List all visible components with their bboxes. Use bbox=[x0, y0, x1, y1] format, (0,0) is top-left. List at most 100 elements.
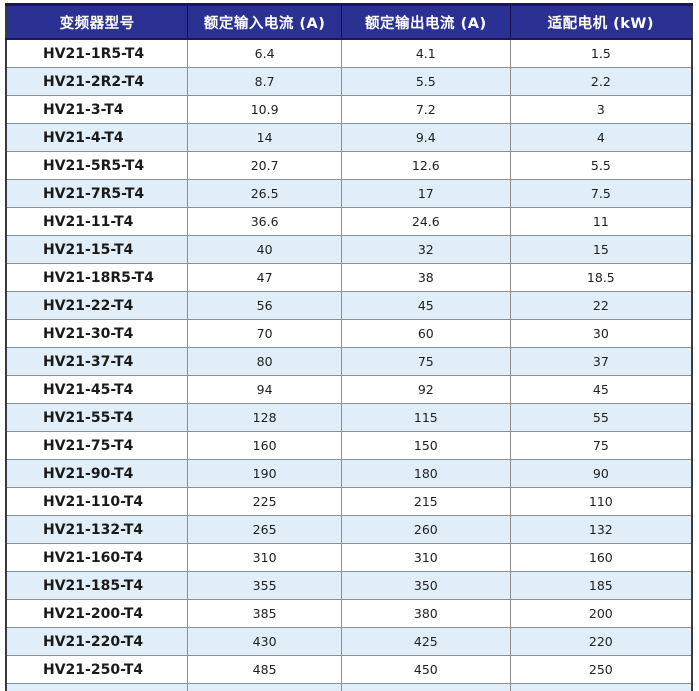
col-header-output-current: 额定输出电流 (A) bbox=[340, 3, 511, 40]
table-row: HV21-1R5-T4 6.4 4.1 1.5 bbox=[5, 38, 693, 68]
table-row: HV21-4-T4 14 9.4 4 bbox=[5, 123, 693, 152]
cell-input_current: 36.6 bbox=[187, 207, 342, 236]
cell-output_current: 60 bbox=[340, 319, 511, 348]
cell-input_current: 94 bbox=[187, 375, 342, 404]
cell-input_current: 47 bbox=[187, 263, 342, 292]
cell-output_current: 180 bbox=[340, 459, 511, 488]
cell-input_current: 545 bbox=[187, 683, 342, 691]
cell-motor_power: 4 bbox=[509, 123, 693, 152]
table-row: HV21-2R2-T4 8.7 5.5 2.2 bbox=[5, 67, 693, 96]
cell-output_current: 530 bbox=[340, 683, 511, 691]
cell-input_current: 485 bbox=[187, 655, 342, 684]
table-row: HV21-30-T4 70 60 30 bbox=[5, 319, 693, 348]
cell-model: HV21-160-T4 bbox=[5, 543, 189, 572]
cell-model: HV21-1R5-T4 bbox=[5, 38, 189, 68]
table-row: HV21-90-T4 190 180 90 bbox=[5, 459, 693, 488]
cell-model: HV21-45-T4 bbox=[5, 375, 189, 404]
table-header: 变频器型号 额定输入电流 (A) 额定输出电流 (A) 适配电机 (kW) bbox=[6, 3, 692, 40]
cell-output_current: 9.4 bbox=[340, 123, 511, 152]
cell-motor_power: 200 bbox=[509, 599, 693, 628]
cell-input_current: 26.5 bbox=[187, 179, 342, 208]
cell-motor_power: 37 bbox=[509, 347, 693, 376]
cell-input_current: 10.9 bbox=[187, 95, 342, 124]
cell-motor_power: 2.2 bbox=[509, 67, 693, 96]
cell-motor_power: 7.5 bbox=[509, 179, 693, 208]
cell-output_current: 7.2 bbox=[340, 95, 511, 124]
inverter-spec-table: 变频器型号 额定输入电流 (A) 额定输出电流 (A) 适配电机 (kW) HV… bbox=[5, 3, 693, 691]
cell-motor_power: 11 bbox=[509, 207, 693, 236]
cell-input_current: 80 bbox=[187, 347, 342, 376]
cell-model: HV21-185-T4 bbox=[5, 571, 189, 600]
table-row: HV21-185-T4 355 350 185 bbox=[5, 571, 693, 600]
cell-motor_power: 22 bbox=[509, 291, 693, 320]
cell-input_current: 160 bbox=[187, 431, 342, 460]
cell-model: HV21-15-T4 bbox=[5, 235, 189, 264]
cell-model: HV21-4-T4 bbox=[5, 123, 189, 152]
cell-output_current: 310 bbox=[340, 543, 511, 572]
header-row: 变频器型号 额定输入电流 (A) 额定输出电流 (A) 适配电机 (kW) bbox=[6, 3, 692, 40]
cell-model: HV21-11-T4 bbox=[5, 207, 189, 236]
cell-model: HV21-75-T4 bbox=[5, 431, 189, 460]
cell-output_current: 380 bbox=[340, 599, 511, 628]
cell-input_current: 225 bbox=[187, 487, 342, 516]
cell-motor_power: 185 bbox=[509, 571, 693, 600]
table-row: HV21-5R5-T4 20.7 12.6 5.5 bbox=[5, 151, 693, 180]
cell-motor_power: 250 bbox=[509, 655, 693, 684]
cell-output_current: 425 bbox=[340, 627, 511, 656]
table-row: HV21-55-T4 128 115 55 bbox=[5, 403, 693, 432]
cell-input_current: 6.4 bbox=[187, 38, 342, 68]
cell-model: HV21-30-T4 bbox=[5, 319, 189, 348]
table-row: HV21-22-T4 56 45 22 bbox=[5, 291, 693, 320]
cell-input_current: 128 bbox=[187, 403, 342, 432]
cell-input_current: 56 bbox=[187, 291, 342, 320]
cell-motor_power: 15 bbox=[509, 235, 693, 264]
table-row: HV21-7R5-T4 26.5 17 7.5 bbox=[5, 179, 693, 208]
cell-output_current: 115 bbox=[340, 403, 511, 432]
cell-model: HV21-200-T4 bbox=[5, 599, 189, 628]
cell-output_current: 12.6 bbox=[340, 151, 511, 180]
cell-output_current: 75 bbox=[340, 347, 511, 376]
cell-model: HV21-220-T4 bbox=[5, 627, 189, 656]
cell-motor_power: 5.5 bbox=[509, 151, 693, 180]
cell-model: HV21-2R2-T4 bbox=[5, 67, 189, 96]
table-row: HV21-11-T4 36.6 24.6 11 bbox=[5, 207, 693, 236]
cell-model: HV21-90-T4 bbox=[5, 459, 189, 488]
cell-model: HV21-5R5-T4 bbox=[5, 151, 189, 180]
table-row: HV21-160-T4 310 310 160 bbox=[5, 543, 693, 572]
cell-input_current: 310 bbox=[187, 543, 342, 572]
cell-output_current: 5.5 bbox=[340, 67, 511, 96]
table-row: HV21-3-T4 10.9 7.2 3 bbox=[5, 95, 693, 124]
table-row: HV21-15-T4 40 32 15 bbox=[5, 235, 693, 264]
cell-motor_power: 110 bbox=[509, 487, 693, 516]
cell-model: HV21-3-T4 bbox=[5, 95, 189, 124]
cell-output_current: 45 bbox=[340, 291, 511, 320]
table-row: HV21-250-T4 485 450 250 bbox=[5, 655, 693, 684]
cell-output_current: 38 bbox=[340, 263, 511, 292]
table-row: HV21-37-T4 80 75 37 bbox=[5, 347, 693, 376]
cell-model: HV21-55-T4 bbox=[5, 403, 189, 432]
cell-motor_power: 132 bbox=[509, 515, 693, 544]
cell-model: HV21-7R5-T4 bbox=[5, 179, 189, 208]
cell-model: HV21-18R5-T4 bbox=[5, 263, 189, 292]
cell-input_current: 70 bbox=[187, 319, 342, 348]
cell-model: HV21-280-T4 bbox=[5, 683, 189, 691]
cell-output_current: 350 bbox=[340, 571, 511, 600]
cell-output_current: 17 bbox=[340, 179, 511, 208]
cell-output_current: 215 bbox=[340, 487, 511, 516]
cell-output_current: 92 bbox=[340, 375, 511, 404]
table-row: HV21-45-T4 94 92 45 bbox=[5, 375, 693, 404]
cell-model: HV21-132-T4 bbox=[5, 515, 189, 544]
table-row: HV21-220-T4 430 425 220 bbox=[5, 627, 693, 656]
cell-input_current: 355 bbox=[187, 571, 342, 600]
cell-output_current: 4.1 bbox=[340, 38, 511, 68]
cell-model: HV21-110-T4 bbox=[5, 487, 189, 516]
cell-input_current: 265 bbox=[187, 515, 342, 544]
table-row: HV21-200-T4 385 380 200 bbox=[5, 599, 693, 628]
cell-model: HV21-250-T4 bbox=[5, 655, 189, 684]
cell-model: HV21-22-T4 bbox=[5, 291, 189, 320]
cell-output_current: 260 bbox=[340, 515, 511, 544]
table-row: HV21-110-T4 225 215 110 bbox=[5, 487, 693, 516]
table-row: HV21-75-T4 160 150 75 bbox=[5, 431, 693, 460]
cell-motor_power: 55 bbox=[509, 403, 693, 432]
